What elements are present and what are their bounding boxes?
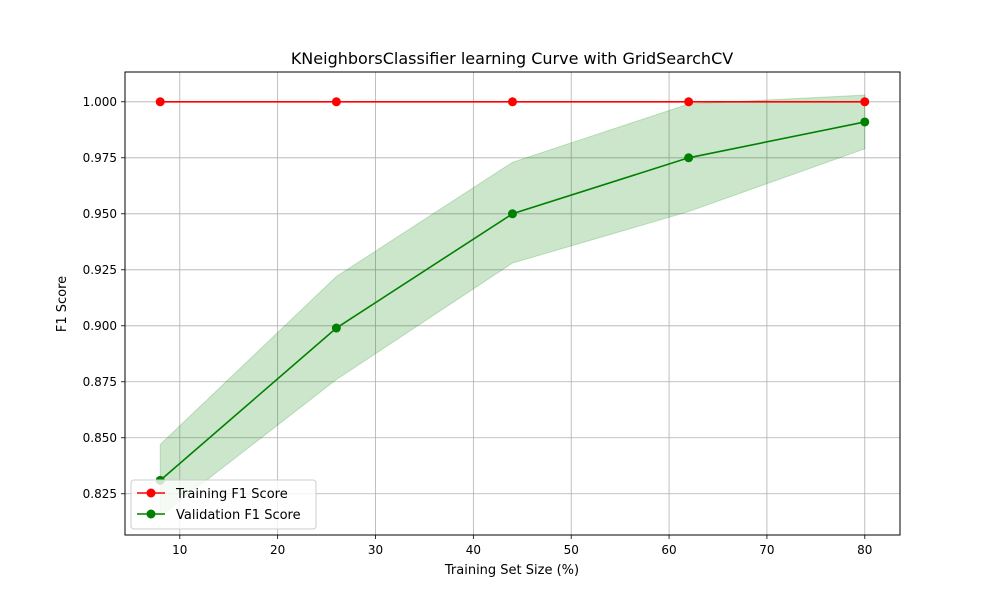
training-f1-score-point [508, 97, 517, 107]
x-tick-label: 10 [172, 543, 187, 557]
series-markers [155, 97, 870, 485]
training-f1-score-point [860, 97, 870, 107]
x-tick-label: 30 [368, 543, 383, 557]
validation-f1-score-point [684, 153, 694, 163]
y-tick-label: 0.900 [83, 319, 117, 333]
y-tick-label: 0.925 [83, 263, 117, 277]
x-tick-label: 70 [759, 543, 774, 557]
x-tick-label: 40 [466, 543, 481, 557]
training-f1-score-point [331, 97, 341, 107]
training-f1-score-point [155, 97, 165, 107]
x-tick-label: 60 [661, 543, 676, 557]
y-tick-label: 0.875 [83, 375, 117, 389]
y-tick-label: 1.000 [83, 95, 117, 109]
chart-title: KNeighborsClassifier learning Curve with… [291, 49, 733, 68]
validation-f1-score-point [508, 209, 517, 219]
confidence-bands [159, 94, 866, 518]
y-tick-label: 0.850 [83, 431, 117, 445]
legend: Training F1 Score Validation F1 Score [130, 479, 317, 530]
legend-label-training: Training F1 Score [175, 487, 288, 502]
plot-area-frame [124, 71, 901, 536]
x-axis-ticks: 10 20 30 40 50 60 70 80 [172, 535, 872, 557]
y-tick-label: 0.825 [83, 487, 117, 501]
legend-marker-validation [146, 509, 156, 519]
training-f1-score-point [684, 97, 694, 107]
validation-f1-score-point [331, 323, 341, 333]
validation-f1-score-band [159, 94, 866, 518]
x-tick-label: 50 [564, 543, 579, 557]
y-tick-label: 0.975 [83, 151, 117, 165]
x-tick-label: 20 [270, 543, 285, 557]
legend-marker-training [146, 488, 156, 498]
x-tick-label: 80 [857, 543, 872, 557]
y-tick-label: 0.950 [83, 207, 117, 221]
legend-box [130, 479, 317, 530]
x-axis-label: Training Set Size (%) [444, 563, 579, 578]
y-axis-ticks: 0.825 0.850 0.875 0.900 0.925 0.950 0.975 1.000 [83, 95, 125, 501]
validation-f1-score-point [860, 117, 870, 127]
y-axis-label: F1 Score [55, 276, 70, 332]
legend-label-validation: Validation F1 Score [176, 508, 301, 523]
